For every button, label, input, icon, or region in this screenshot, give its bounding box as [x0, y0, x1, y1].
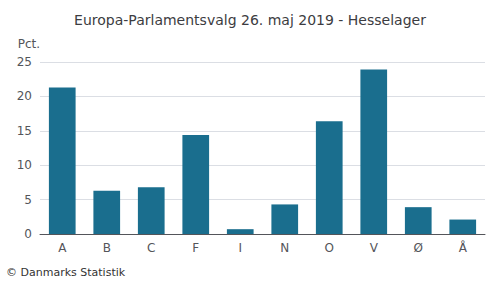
svg-text:O: O [325, 241, 334, 255]
svg-text:25: 25 [17, 55, 32, 69]
svg-text:0: 0 [24, 227, 32, 241]
svg-text:Å: Å [459, 240, 468, 255]
svg-text:© Danmarks Statistik: © Danmarks Statistik [6, 266, 126, 279]
svg-text:15: 15 [17, 124, 32, 138]
svg-text:10: 10 [17, 158, 32, 172]
svg-text:5: 5 [24, 193, 32, 207]
svg-text:Europa-Parlamentsvalg 26. maj: Europa-Parlamentsvalg 26. maj 2019 - Hes… [74, 12, 426, 28]
svg-text:A: A [58, 241, 67, 255]
svg-text:F: F [192, 241, 199, 255]
svg-text:N: N [280, 241, 289, 255]
svg-text:B: B [103, 241, 111, 255]
svg-text:C: C [147, 241, 155, 255]
svg-text:20: 20 [17, 89, 32, 103]
svg-text:V: V [370, 241, 379, 255]
svg-text:I: I [238, 241, 242, 255]
svg-text:Ø: Ø [414, 241, 423, 255]
svg-text:Pct.: Pct. [18, 37, 40, 51]
